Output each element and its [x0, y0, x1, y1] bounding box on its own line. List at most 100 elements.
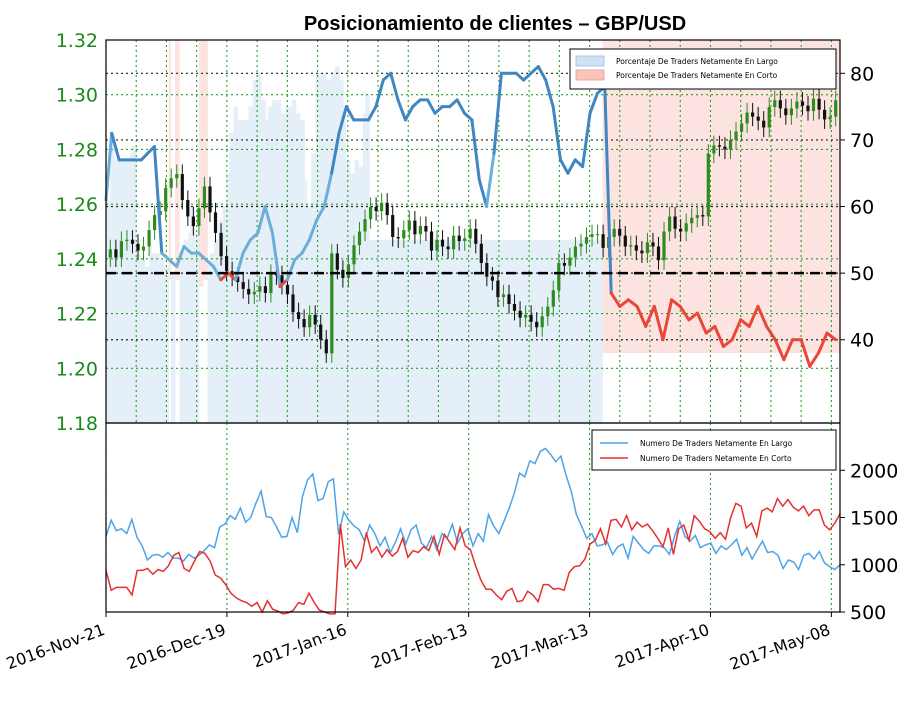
- long-fill-stripe: [578, 239, 582, 423]
- candle-body: [108, 249, 112, 258]
- long-fill-stripe: [239, 119, 243, 424]
- long-fill-stripe: [464, 239, 467, 423]
- short-pct-segment: [618, 298, 630, 308]
- long-fill-stripe: [406, 239, 409, 423]
- long-fill-stripe: [313, 153, 316, 423]
- candle-body: [723, 146, 727, 150]
- long-fill-stripe: [388, 239, 392, 423]
- short-fill-stripe: [684, 40, 688, 354]
- long-fill-stripe: [362, 113, 366, 424]
- candle-body: [806, 105, 810, 112]
- long-fill-stripe: [147, 266, 150, 423]
- long-fill-stripe: [511, 239, 515, 423]
- short-fill-stripe: [716, 40, 720, 354]
- long-fill-stripe: [311, 153, 314, 423]
- long-fill-stripe: [213, 239, 217, 423]
- long-fill-stripe: [222, 206, 226, 423]
- top-panel-background: [106, 40, 841, 424]
- long-fill-stripe: [300, 119, 303, 424]
- long-fill-stripe: [365, 93, 368, 424]
- short-fill-stripe: [632, 40, 636, 354]
- long-fill-stripe: [559, 239, 562, 423]
- long-fill-stripe: [436, 239, 439, 423]
- long-fill-stripe: [399, 239, 403, 423]
- long-fill-stripe: [373, 239, 377, 423]
- long-fill-stripe: [289, 106, 293, 423]
- long-fill-stripe: [442, 239, 446, 423]
- candle-body: [136, 243, 140, 251]
- legend-top: Porcentaje De Traders Netamente En Largo…: [569, 48, 837, 90]
- long-fill-stripe: [354, 159, 357, 423]
- long-fill-stripe: [408, 239, 411, 423]
- candle-body: [258, 286, 262, 292]
- long-fill-stripe: [106, 199, 109, 423]
- candle-body: [391, 215, 395, 237]
- candle-body: [795, 101, 799, 109]
- candle-body: [540, 316, 544, 328]
- candle-body: [429, 231, 434, 251]
- candle-body: [734, 131, 738, 140]
- y-right-tick-label: 60: [850, 197, 874, 219]
- long-fill-stripe: [520, 239, 524, 423]
- long-fill-stripe: [434, 239, 437, 423]
- long-pct-segment: [463, 111, 474, 122]
- y-right-tick-label: 70: [850, 130, 874, 152]
- long-fill-stripe: [565, 239, 569, 423]
- long-fill-stripe: [162, 259, 165, 423]
- long-pct-segment: [212, 265, 223, 282]
- candle-body: [784, 108, 788, 116]
- candle-body: [612, 228, 616, 237]
- long-fill-stripe: [321, 73, 325, 424]
- short-fill-stripe: [663, 40, 666, 354]
- candle-body: [330, 253, 334, 354]
- legend-bottom-box: [591, 429, 837, 471]
- short-fill-stripe: [829, 40, 832, 354]
- long-fill-stripe: [224, 206, 228, 423]
- legend-count-long-label: Numero De Traders Netamente En Largo: [640, 439, 793, 448]
- short-pct-segment: [825, 331, 838, 342]
- short-fill-stripe: [779, 40, 783, 354]
- short-pct-segment: [808, 351, 820, 368]
- short-fill-stripe: [617, 40, 621, 354]
- long-fill-stripe: [490, 239, 493, 423]
- long-fill-stripe: [419, 239, 422, 423]
- long-fill-stripe: [190, 206, 193, 423]
- candle-body: [690, 217, 694, 224]
- short-fill-stripe: [634, 40, 638, 354]
- candle-body: [562, 263, 566, 266]
- long-pct-segment: [271, 231, 282, 288]
- short-fill-stripe: [675, 40, 679, 354]
- long-fill-stripe: [157, 253, 161, 423]
- short-fill-stripe: [639, 40, 642, 354]
- long-pct-segment: [300, 238, 311, 255]
- long-fill-stripe: [494, 239, 498, 423]
- candle-body: [728, 139, 733, 150]
- long-fill-stripe: [179, 253, 182, 423]
- candle-body: [169, 178, 173, 188]
- long-fill-stripe: [328, 80, 331, 423]
- long-fill-stripe: [134, 146, 137, 423]
- y-right-tick-label: 80: [850, 63, 874, 85]
- long-fill-stripe: [339, 80, 342, 423]
- candle-body: [252, 291, 256, 295]
- candle-body: [407, 220, 411, 231]
- long-fill-stripe: [196, 233, 200, 423]
- short-fill-stripe: [799, 40, 802, 354]
- long-fill-stripe: [531, 239, 534, 423]
- candle-body: [629, 245, 633, 247]
- long-fill-stripe: [153, 253, 157, 423]
- short-fill-stripe: [626, 40, 629, 354]
- short-pct-segment: [704, 324, 717, 335]
- long-fill-stripe: [261, 99, 264, 424]
- long-fill-stripe: [108, 199, 111, 423]
- candle-body: [679, 228, 683, 232]
- long-fill-stripe: [229, 133, 232, 424]
- long-fill-stripe: [384, 239, 388, 423]
- candle-body: [662, 231, 666, 261]
- candle-body: [673, 216, 677, 229]
- short-fill-stripe: [801, 40, 804, 354]
- candle-body: [164, 187, 168, 211]
- short-fill-stripe: [697, 40, 701, 354]
- long-fill-stripe: [473, 239, 476, 423]
- long-fill-stripe: [593, 239, 597, 423]
